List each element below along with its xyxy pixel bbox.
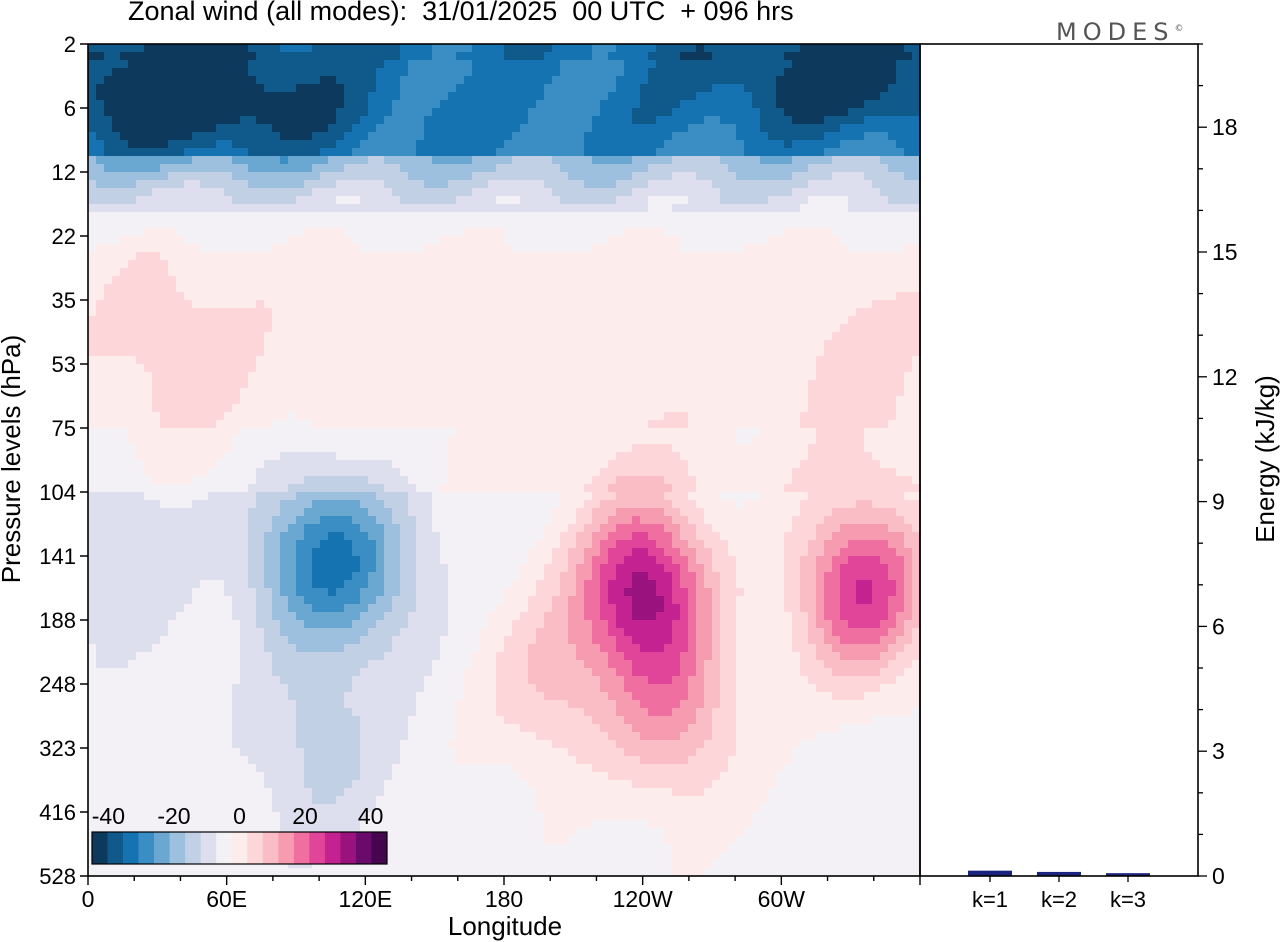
bar-category-label: k=3 xyxy=(1110,887,1146,912)
energy-bar xyxy=(968,870,1012,876)
x-tick-label: 0 xyxy=(82,886,95,912)
chart-title: Zonal wind (all modes): 31/01/2025 00 UT… xyxy=(128,0,794,26)
colorbar-swatch xyxy=(169,832,186,864)
colorbar-swatch xyxy=(107,832,124,864)
y-tick-label: 2 xyxy=(64,32,76,57)
colorbar-swatch xyxy=(247,832,264,864)
y-tick-label: 141 xyxy=(39,544,76,569)
colorbar-swatch xyxy=(324,832,341,864)
energy-bar xyxy=(1106,873,1150,876)
energy-frame xyxy=(919,43,1199,877)
x-tick-label: 120E xyxy=(338,886,392,912)
energy-tick-label: 18 xyxy=(1212,114,1238,140)
colorbar-label: 40 xyxy=(358,803,384,829)
colorbar-swatch xyxy=(371,832,388,864)
axis-labels: Longitude Pressure levels (hPa) Energy (… xyxy=(0,335,1280,941)
y-tick-label: 12 xyxy=(52,160,76,185)
y-tick-label: 75 xyxy=(52,416,76,441)
energy-tick-label: 9 xyxy=(1212,489,1225,515)
bar-category-label: k=2 xyxy=(1041,887,1077,912)
energy-tick-label: 12 xyxy=(1212,364,1238,390)
colorbar-swatch xyxy=(278,832,295,864)
energy-tick-label: 15 xyxy=(1212,239,1238,265)
colorbar-swatch xyxy=(340,832,357,864)
colorbar-swatch xyxy=(293,832,310,864)
colorbar: -40 -20 0 20 40 xyxy=(91,803,388,865)
energy-tick-label: 0 xyxy=(1212,863,1225,889)
x-tick-label: 180 xyxy=(485,886,523,912)
x-tick-label: 120W xyxy=(613,886,673,912)
x-tick-label: 60E xyxy=(206,886,247,912)
energy-bars xyxy=(968,870,1150,876)
energy-bar xyxy=(1037,871,1081,876)
x-tick-label: 60W xyxy=(758,886,806,912)
y-tick-label: 248 xyxy=(39,672,76,697)
y-tick-label: 53 xyxy=(52,352,76,377)
colorbar-swatch xyxy=(262,832,279,864)
y-tick-label: 104 xyxy=(39,480,76,505)
colorbar-label: 20 xyxy=(292,803,318,829)
y-tick-label: 22 xyxy=(52,224,76,249)
brand-text: MODES xyxy=(1056,18,1175,46)
colorbar-swatch xyxy=(231,832,248,864)
colorbar-swatch xyxy=(309,832,326,864)
copyright-mark: © xyxy=(1174,24,1184,34)
y-axis-label: Pressure levels (hPa) xyxy=(0,335,26,584)
colorbar-swatch xyxy=(154,832,170,864)
colorbar-frame xyxy=(91,831,388,865)
colorbar-label: 0 xyxy=(233,803,246,829)
energy-axis-label: Energy (kJ/kg) xyxy=(1250,375,1280,543)
energy-tick-label: 3 xyxy=(1212,738,1225,764)
heatmap-field xyxy=(88,44,921,877)
y-tick-label: 323 xyxy=(39,736,76,761)
energy-tick-label: 6 xyxy=(1212,613,1225,639)
y-tick-label: 188 xyxy=(39,608,76,633)
y-tick-label: 416 xyxy=(39,800,76,825)
colorbar-swatch xyxy=(185,832,201,864)
y-tick-label: 35 xyxy=(52,288,76,313)
colorbar-swatch xyxy=(123,832,139,864)
colorbar-label: -40 xyxy=(92,803,125,829)
colorbar-label: -20 xyxy=(157,803,190,829)
modes-logo: MODES© xyxy=(1056,18,1183,46)
colorbar-swatch xyxy=(355,832,372,864)
y-tick-label: 528 xyxy=(39,864,76,889)
colorbar-swatch xyxy=(138,832,155,864)
y-tick-label: 6 xyxy=(64,96,76,121)
bar-category-label: k=1 xyxy=(972,887,1008,912)
field-background xyxy=(88,44,921,877)
colorbar-swatch xyxy=(216,832,233,864)
energy-axes: 0 3 6 9 12 15 18 k=1 k=2 k=3 xyxy=(919,43,1238,912)
colorbar-swatch xyxy=(92,832,108,864)
colorbar-swatch xyxy=(200,832,217,864)
x-axis-label: Longitude xyxy=(448,911,562,941)
